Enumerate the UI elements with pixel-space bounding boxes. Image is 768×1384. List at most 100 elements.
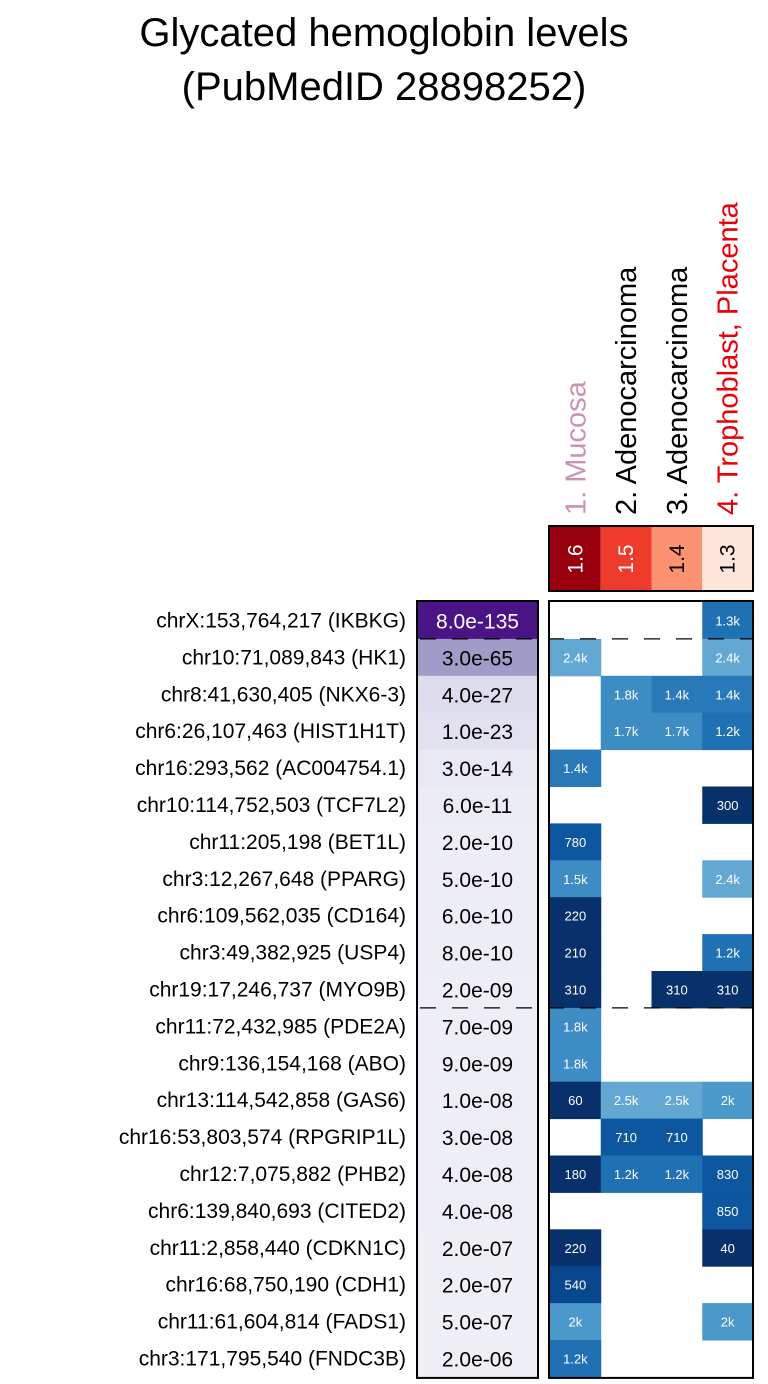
- heatmap-cell-label: 1.2k: [614, 1167, 639, 1182]
- heatmap-cell-label: 710: [666, 1130, 688, 1145]
- heatmap-cell: [550, 1044, 602, 1083]
- heatmap-cell: [651, 1118, 703, 1156]
- row-label: chr6:26,107,463 (HIST1H1T): [135, 720, 406, 743]
- heatmap-cell: [550, 1007, 602, 1046]
- row-label: chr9:136,154,168 (ABO): [178, 1052, 406, 1075]
- heatmap-cell-label: 1.7k: [614, 724, 639, 739]
- pvalue-label: 6.0e-11: [443, 795, 513, 818]
- heatmap-cell: [550, 971, 602, 1009]
- row-label: chr13:114,542,858 (GAS6): [157, 1089, 406, 1112]
- heatmap-cell-label: 1.2k: [665, 1167, 690, 1182]
- table-row: chr10:114,752,503 (TCF7L2) 6.0e-11 300: [137, 786, 754, 824]
- pvalue-cell: [418, 823, 537, 861]
- chart-title-line2: (PubMedID 28898252): [182, 65, 587, 109]
- pvalue-label: 8.0e-135: [436, 610, 519, 633]
- table-row: chr3:12,267,648 (PPARG) 5.0e-10 1.5k 2.4k: [162, 860, 754, 898]
- heatmap-cell-label: 1.3k: [715, 613, 740, 628]
- heatmap-cell: [702, 1229, 754, 1267]
- row-label: chr3:12,267,648 (PPARG): [162, 868, 406, 891]
- table-row: chr19:17,246,737 (MYO9B) 2.0e-09 310 310 310: [149, 971, 754, 1009]
- heatmap-cell: [600, 1118, 652, 1156]
- heatmap-cell: [651, 971, 703, 1009]
- heatmap-frame: [548, 600, 754, 1379]
- heatmap-cell-label: 210: [565, 946, 587, 961]
- table-row: chr16:53,803,574 (RPGRIP1L) 3.0e-08 710 710: [119, 1118, 703, 1156]
- pvalue-cell: [418, 1229, 537, 1267]
- pvalue-label: 1.0e-23: [442, 721, 513, 744]
- pvalue-label: 4.0e-27: [442, 684, 513, 707]
- row-label: chr3:49,382,925 (USP4): [180, 942, 406, 965]
- heatmap-cell-label: 2.4k: [715, 650, 740, 665]
- heatmap-cell-label: 310: [565, 982, 587, 997]
- row-label: chrX:153,764,217 (IKBKG): [156, 609, 406, 632]
- heatmap-cell: [550, 934, 602, 972]
- table-row: chr6:109,562,035 (CD164) 6.0e-10 220: [157, 897, 602, 935]
- heatmap-cell-label: 1.2k: [715, 946, 740, 961]
- heatmap-cell-label: 2k: [721, 1093, 735, 1108]
- table-row: chr12:7,075,882 (PHB2) 4.0e-08 180 1.2k 1.2k…: [180, 1155, 754, 1193]
- pvalue-cell: [418, 638, 537, 677]
- heatmap-cell-label: 60: [568, 1093, 582, 1108]
- pvalue-label: 2.0e-07: [442, 1275, 513, 1298]
- heatmap-cell-label: 1.8k: [563, 1056, 588, 1071]
- heatmap-cell-label: 1.2k: [715, 724, 740, 739]
- heatmap-cell: [702, 860, 754, 898]
- table-row: chr10:71,089,843 (HK1) 3.0e-65 2.4k 2.4k: [182, 638, 754, 677]
- pvalue-cell: [418, 786, 537, 824]
- legend-label: 1.6: [564, 544, 587, 573]
- row-label: chr6:139,840,693 (CITED2): [148, 1200, 406, 1223]
- pvalue-label: 5.0e-10: [442, 869, 513, 892]
- table-row: chr3:171,795,540 (FNDC3B) 2.0e-06 1.2k: [139, 1340, 602, 1378]
- heatmap-cell-label: 850: [717, 1204, 739, 1219]
- row-label: chr6:109,562,035 (CD164): [157, 905, 406, 928]
- column-label: 1. Mucosa: [560, 380, 592, 515]
- pvalue-cell: [418, 1007, 537, 1046]
- heatmap-cell-label: 830: [717, 1167, 739, 1182]
- heatmap-cell: [651, 675, 703, 714]
- legend-label: 1.3: [717, 544, 740, 573]
- pvalue-cell: [418, 749, 537, 787]
- heatmap-cell-label: 180: [565, 1167, 587, 1182]
- heatmap-cell-label: 40: [720, 1241, 734, 1256]
- heatmap-cell: [550, 823, 602, 861]
- heatmap-cell-label: 310: [666, 982, 688, 997]
- table-row: chr16:293,562 (AC004754.1) 3.0e-14 1.4k: [135, 749, 602, 787]
- heatmap-cell-label: 2k: [721, 1315, 735, 1330]
- pvalue-label: 2.0e-10: [442, 832, 513, 855]
- table-row: chr3:49,382,925 (USP4) 8.0e-10 210 1.2k: [180, 934, 754, 972]
- table-row: chr6:139,840,693 (CITED2) 4.0e-08 850: [148, 1192, 754, 1230]
- heatmap-cell-label: 2k: [569, 1315, 583, 1330]
- heatmap-cell-label: 1.4k: [563, 761, 588, 776]
- column-label: 4. Trophoblast, Placenta: [713, 201, 745, 515]
- table-row: chr6:26,107,463 (HIST1H1T) 1.0e-23 1.7k 1.7…: [135, 712, 754, 751]
- legend-swatch: [600, 527, 652, 590]
- heatmap-cell: [702, 1303, 754, 1341]
- heatmap-cell: [702, 934, 754, 972]
- pvalue-cell: [418, 1118, 537, 1156]
- heatmap-cell: [702, 712, 754, 751]
- heatmap-cell-label: 780: [565, 835, 587, 850]
- heatmap-cell: [702, 602, 754, 640]
- row-label: chr11:61,604,814 (FADS1): [158, 1311, 406, 1334]
- table-row: chr9:136,154,168 (ABO) 9.0e-09 1.8k: [178, 1044, 602, 1083]
- heatmap-cell: [651, 1081, 703, 1120]
- pvalue-label: 2.0e-09: [442, 979, 513, 1002]
- pvalue-cell: [418, 897, 537, 935]
- heatmap-cell-label: 220: [565, 909, 587, 924]
- table-row: chr11:61,604,814 (FADS1) 5.0e-07 2k 2k: [158, 1303, 754, 1341]
- pvalue-cell: [418, 602, 537, 640]
- column-label: 2. Adenocarcinoma: [611, 266, 643, 515]
- heatmap-cell-label: 2.5k: [665, 1093, 690, 1108]
- row-label: chr16:68,750,190 (CDH1): [166, 1274, 406, 1297]
- pvalue-label: 4.0e-08: [442, 1164, 513, 1187]
- table-row: chr11:205,198 (BET1L) 2.0e-10 780: [189, 823, 602, 861]
- table-row: chr13:114,542,858 (GAS6) 1.0e-08 60 2.5k 2.5…: [157, 1081, 754, 1120]
- row-label: chr16:293,562 (AC004754.1): [135, 757, 406, 780]
- pvalue-cell: [418, 1192, 537, 1230]
- heatmap-cell: [550, 897, 602, 935]
- pvalue-label: 7.0e-09: [442, 1016, 513, 1039]
- heatmap-cell: [550, 1340, 602, 1378]
- pvalue-cell: [418, 934, 537, 972]
- row-label: chr3:171,795,540 (FNDC3B): [139, 1347, 406, 1370]
- row-label: chr10:71,089,843 (HK1): [182, 646, 406, 669]
